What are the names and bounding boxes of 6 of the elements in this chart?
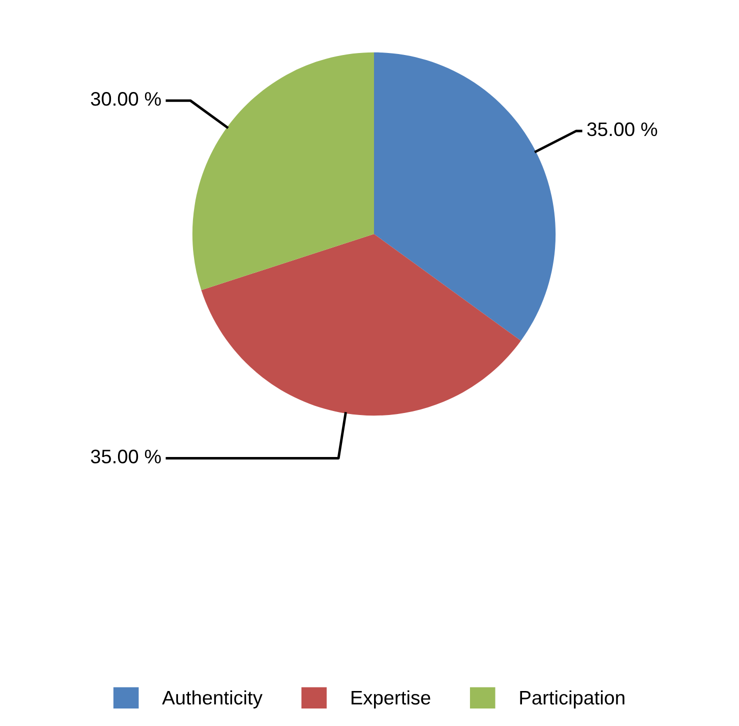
- legend-label: Participation: [520, 690, 624, 708]
- legend-label: Expertise: [352, 690, 430, 708]
- legend-label: Authenticity: [162, 690, 263, 708]
- data-label: 30.00 %: [90, 92, 161, 106]
- data-label: 35.00 %: [90, 450, 161, 464]
- data-label: 35.00 %: [587, 122, 658, 136]
